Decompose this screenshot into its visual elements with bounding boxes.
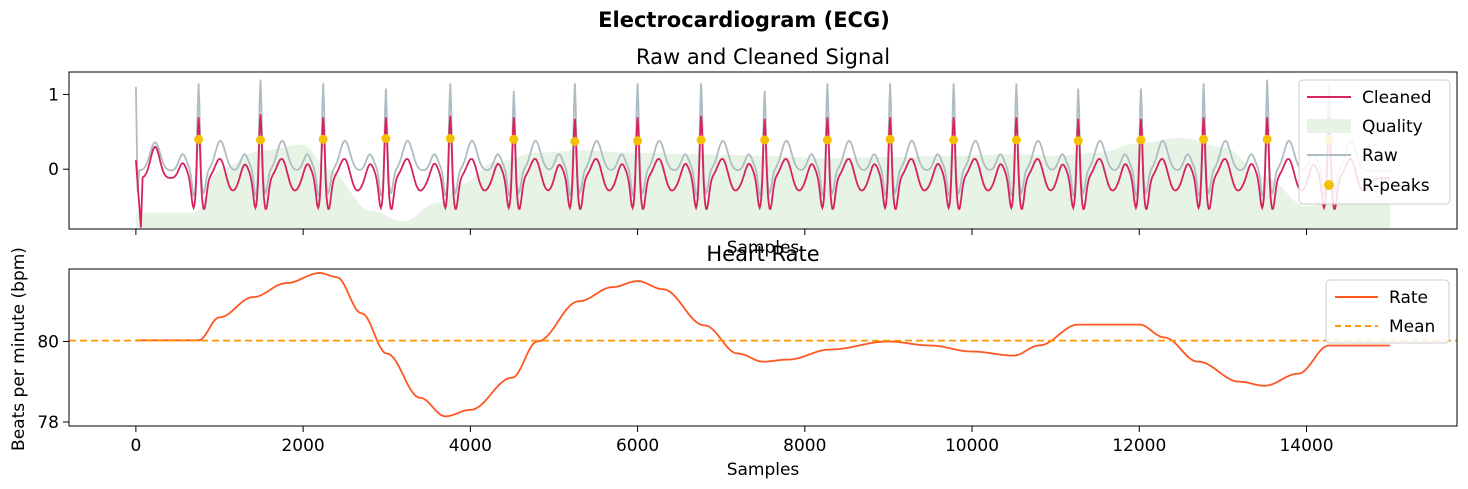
r-peak-point [696, 135, 706, 145]
signal-plot-area [135, 79, 1391, 229]
r-peak-point [509, 134, 519, 144]
x-tick-label: 6000 [616, 436, 659, 456]
signal-legend-box [1298, 79, 1451, 205]
y-tick-label: 0 [48, 160, 59, 180]
legend-quality-label: Quality [1362, 117, 1423, 137]
r-peak-point [445, 134, 455, 143]
y-tick-label: 80 [37, 332, 59, 352]
x-tick-label: 10000 [945, 436, 999, 456]
figure-suptitle: Electrocardiogram (ECG) [598, 8, 890, 32]
r-peak-point [570, 137, 580, 146]
heart-rate-x-ticks: 0 2000 4000 6000 8000 10000 12000 14000 [130, 426, 1334, 456]
legend-cleaned-label: Cleaned [1362, 88, 1432, 108]
r-peak-point [885, 134, 895, 144]
r-peak-point [822, 135, 832, 145]
r-peak-point [1073, 136, 1083, 146]
heart-rate-panel: Heart Rate 78 80 0 2000 4000 6000 8000 10000 12… [9, 242, 1458, 480]
heart-rate-x-axis-label: Samples [727, 460, 800, 480]
series-raw [135, 79, 1391, 197]
signal-legend: Cleaned Quality Raw R-peaks [1298, 79, 1451, 205]
x-tick-label: 14000 [1279, 436, 1333, 456]
heart-rate-y-axis-label: Beats per minute (bpm) [9, 247, 29, 451]
r-peak-point [194, 134, 204, 144]
r-peak-point [1136, 135, 1146, 145]
signal-x-ticks [135, 229, 1307, 235]
legend-rate-label: Rate [1389, 288, 1428, 308]
y-tick-label: 1 [48, 85, 59, 105]
legend-rpeaks-swatch [1324, 180, 1334, 190]
signal-axes-frame [68, 71, 1458, 230]
x-tick-label: 4000 [449, 436, 492, 456]
r-peak-point [949, 135, 959, 145]
signal-panel-title: Raw and Cleaned Signal [636, 45, 890, 69]
x-tick-label: 2000 [281, 436, 324, 456]
r-peak-point [1262, 134, 1272, 144]
r-peak-point [256, 135, 265, 145]
heart-rate-legend-box [1325, 279, 1450, 344]
r-peak-point [381, 134, 391, 143]
signal-panel: Raw and Cleaned Signal 01 Samples Cleane… [48, 45, 1458, 258]
x-tick-label: 0 [130, 436, 141, 456]
r-peak-point [633, 136, 643, 146]
heart-rate-legend: Rate Mean [1325, 279, 1450, 344]
signal-x-axis-label: Samples [727, 238, 800, 258]
heart-rate-plot-area [69, 272, 1457, 418]
x-tick-label: 8000 [783, 436, 826, 456]
y-tick-label: 78 [37, 413, 59, 433]
legend-raw-label: Raw [1362, 146, 1398, 166]
series-cleaned [135, 114, 1391, 228]
r-peak-point [760, 135, 770, 145]
heart-rate-axes-frame [68, 268, 1458, 427]
x-tick-label: 12000 [1112, 436, 1166, 456]
r-peak-point [1199, 134, 1209, 144]
legend-mean-label: Mean [1389, 317, 1435, 337]
r-peak-point [318, 134, 328, 144]
legend-quality-swatch [1307, 119, 1351, 133]
legend-rpeaks-label: R-peaks [1362, 176, 1430, 196]
series-rate [135, 272, 1391, 418]
heart-rate-panel-title: Heart Rate [706, 242, 819, 266]
heart-rate-y-ticks: 78 80 [37, 332, 69, 433]
signal-y-ticks: 01 [48, 85, 69, 180]
r-peak-point [1011, 135, 1021, 145]
